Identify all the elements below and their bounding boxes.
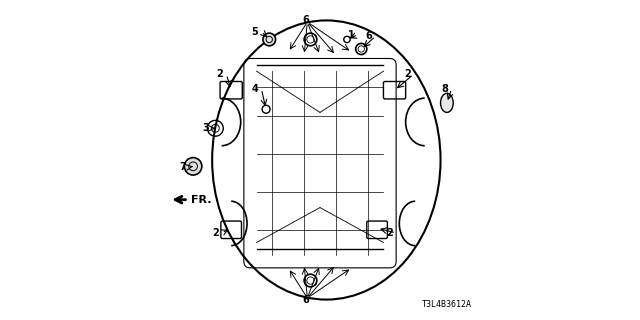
- Text: 2: 2: [404, 69, 411, 79]
- Circle shape: [263, 33, 276, 46]
- Text: 8: 8: [442, 84, 449, 94]
- Text: 5: 5: [252, 27, 259, 36]
- Text: 6: 6: [302, 15, 309, 25]
- Text: FR.: FR.: [191, 195, 211, 205]
- Text: 2: 2: [387, 228, 393, 238]
- Text: 6: 6: [302, 295, 309, 305]
- Text: T3L4B3612A: T3L4B3612A: [422, 300, 472, 309]
- Circle shape: [184, 158, 202, 175]
- Text: 2: 2: [217, 69, 223, 79]
- Text: 7: 7: [180, 162, 186, 172]
- Text: 3: 3: [202, 123, 209, 133]
- Text: 2: 2: [212, 228, 219, 238]
- Ellipse shape: [440, 93, 453, 112]
- Text: 4: 4: [252, 84, 259, 94]
- Text: 6: 6: [366, 31, 372, 41]
- Text: 1: 1: [348, 30, 355, 40]
